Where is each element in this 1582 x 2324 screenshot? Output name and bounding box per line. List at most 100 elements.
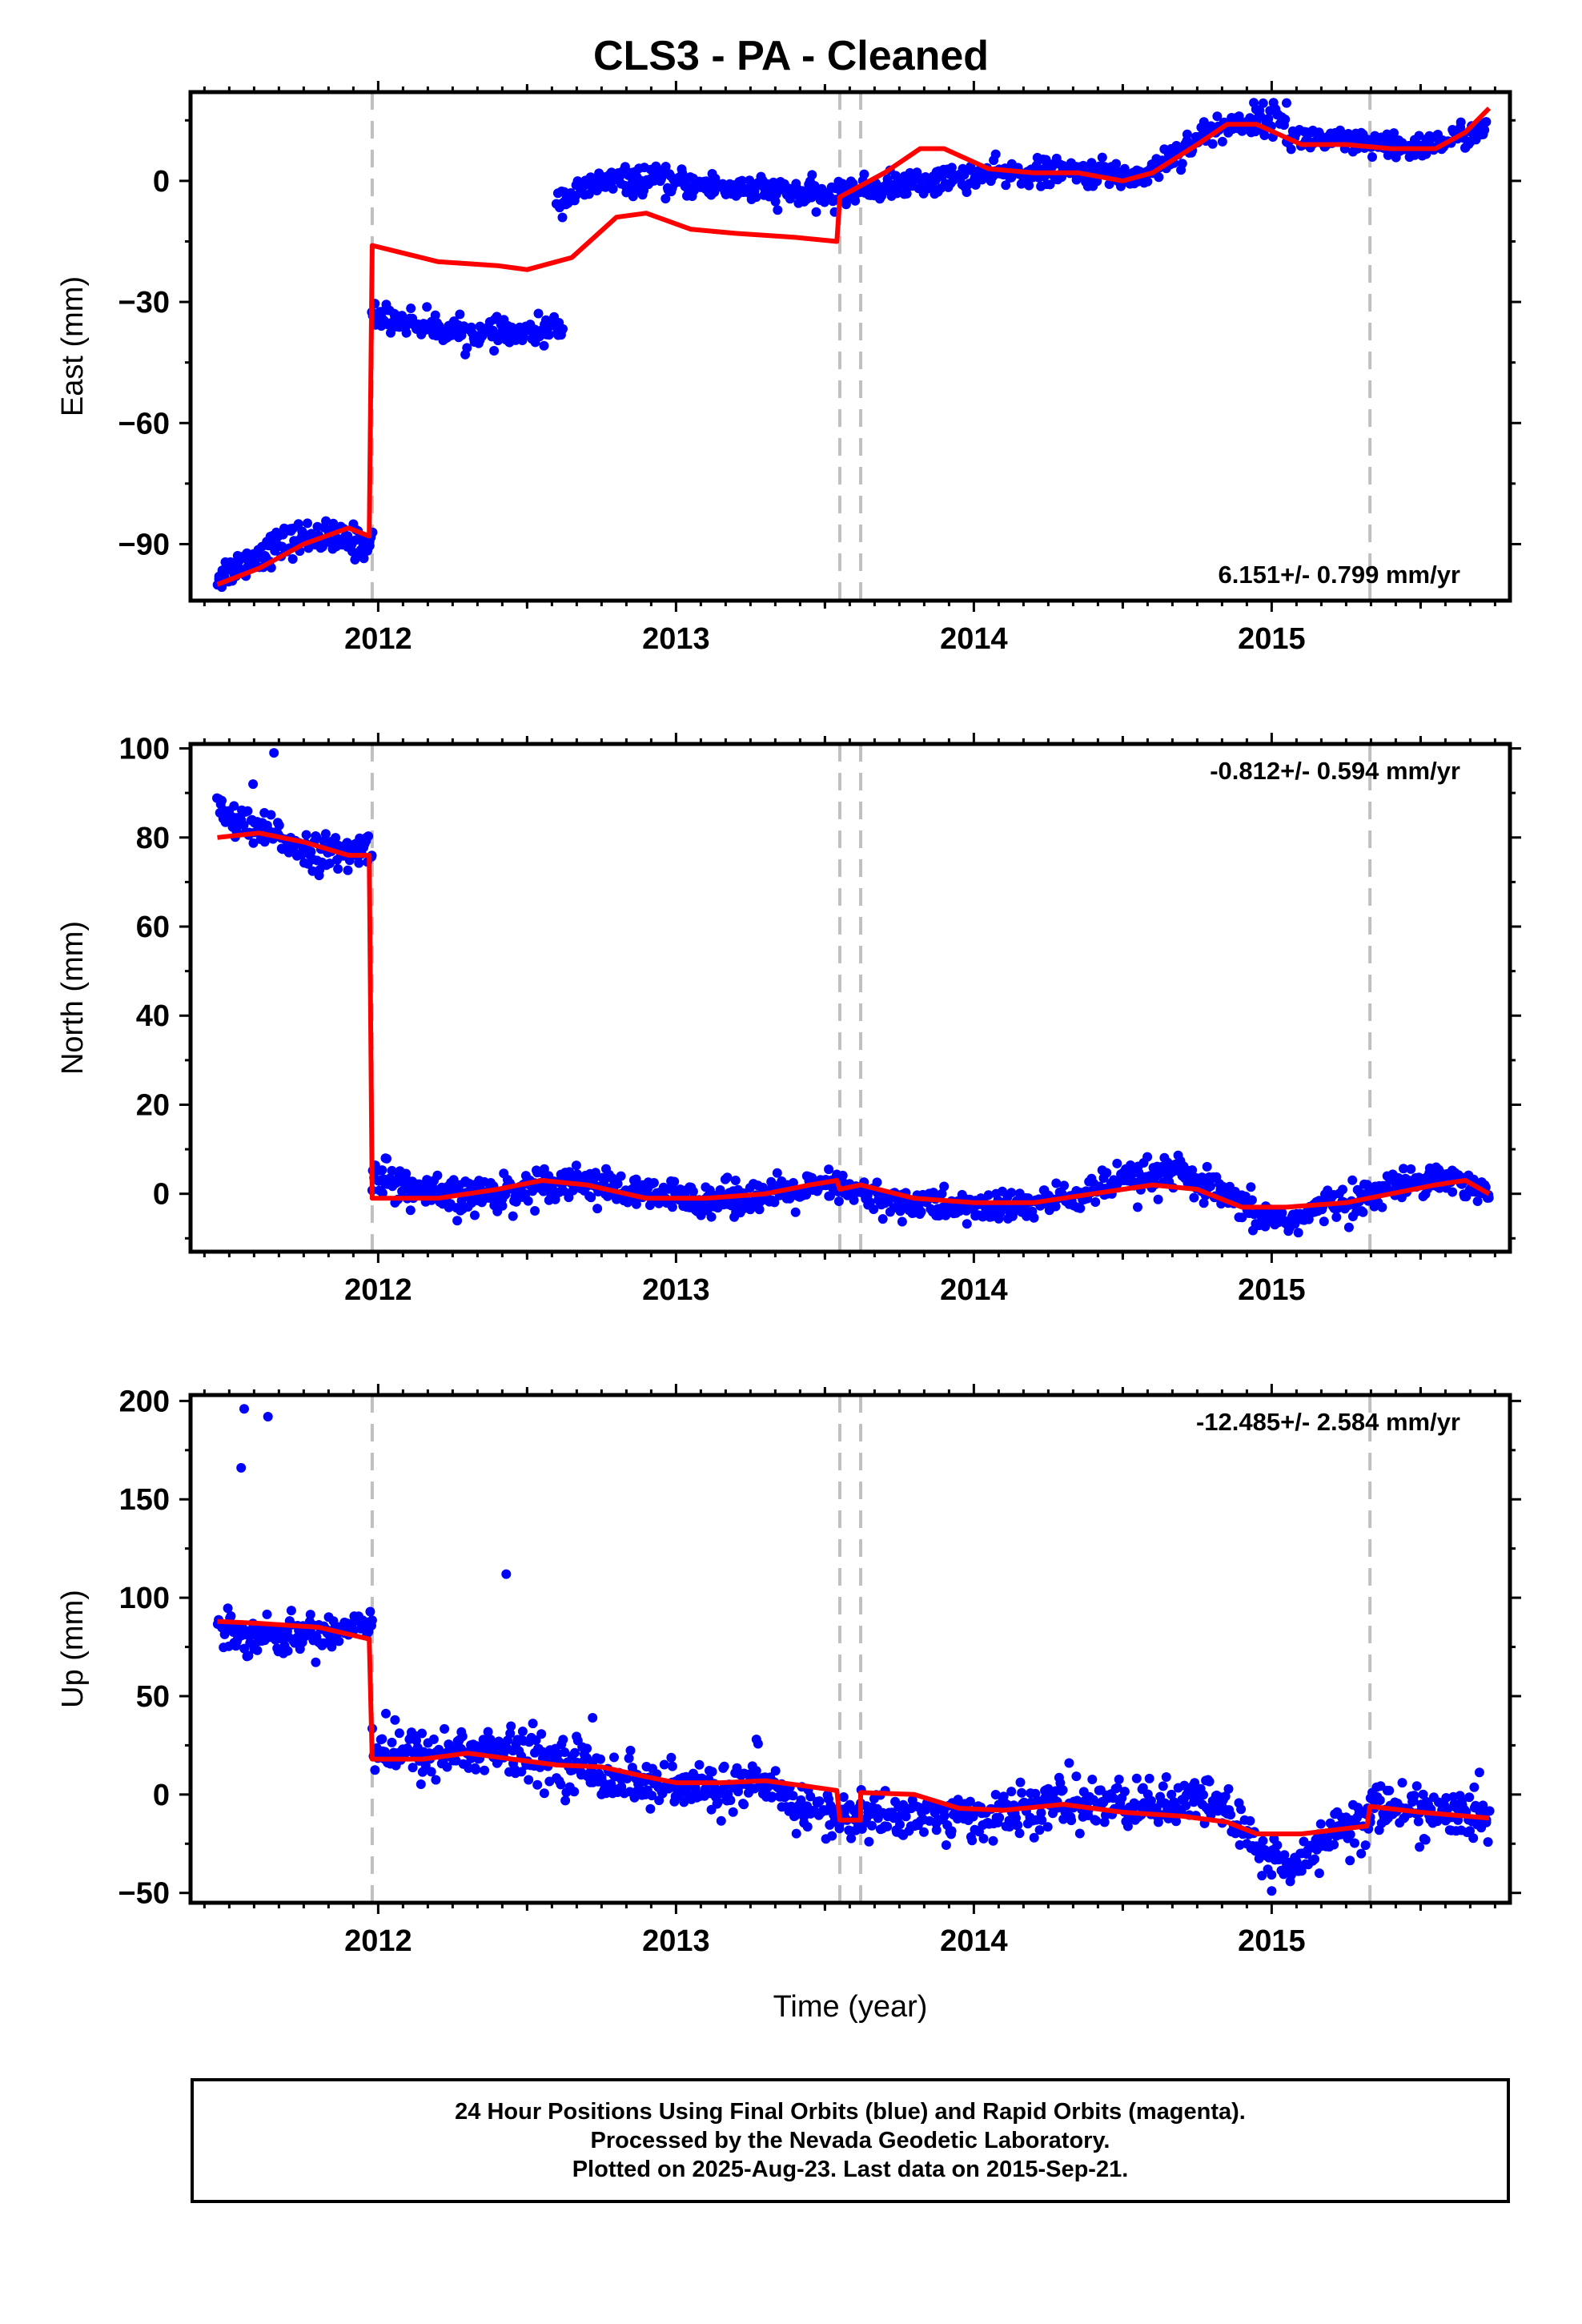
- up-data-point: [1153, 1817, 1163, 1827]
- up-data-point: [1279, 1850, 1290, 1860]
- up-data-point: [1091, 1815, 1102, 1826]
- up-data-point: [569, 1787, 580, 1797]
- up-data-point: [377, 1734, 387, 1744]
- east-data-point: [1234, 111, 1244, 122]
- east-data-point: [850, 195, 861, 206]
- up-data-point: [1245, 1815, 1255, 1826]
- up-data-point: [387, 1737, 397, 1747]
- north-data-point: [631, 1174, 641, 1184]
- up-data-point: [1119, 1787, 1130, 1797]
- up-data-point: [713, 1797, 723, 1807]
- east-data-point: [489, 346, 500, 356]
- north-panel: 2012 2013 2014 2015 100 80 60 40 20 0 North (mm) -0…: [56, 733, 1521, 1307]
- east-data-point: [293, 519, 303, 529]
- up-data-point: [679, 1797, 689, 1807]
- north-data-point: [239, 820, 249, 830]
- up-data-point: [1465, 1826, 1475, 1836]
- north-data-point: [1358, 1207, 1368, 1217]
- north-data-point: [937, 1188, 947, 1199]
- up-data-point: [1034, 1825, 1045, 1835]
- north-data-point: [1112, 1158, 1122, 1168]
- up-data-point: [1484, 1806, 1495, 1816]
- up-data-point: [1464, 1792, 1475, 1803]
- north-data-point: [283, 847, 294, 858]
- up-data-point: [1066, 1815, 1077, 1826]
- up-data-point: [939, 1811, 950, 1821]
- up-data-point: [305, 1610, 315, 1620]
- north-data-point: [1075, 1203, 1086, 1213]
- up-data-point: [370, 1765, 380, 1775]
- north-rate-label: -0.812+/- 0.594 mm/yr: [1210, 757, 1460, 785]
- north-data-point: [592, 1204, 603, 1214]
- up-data-point: [1356, 1848, 1367, 1859]
- up-data-point: [1144, 1773, 1154, 1783]
- up-data-point: [1226, 1810, 1236, 1820]
- east-data-point: [901, 188, 912, 199]
- north-outlier-point: [269, 748, 279, 758]
- up-data-point: [622, 1773, 632, 1783]
- up-y-tick-label: −50: [118, 1877, 170, 1911]
- east-data-point: [303, 518, 312, 529]
- up-data-point: [1468, 1833, 1479, 1844]
- up-data-point: [417, 1728, 427, 1739]
- up-data-point: [505, 1728, 516, 1739]
- east-y-tick-label: 0: [153, 165, 170, 199]
- up-outlier-point: [263, 1412, 273, 1421]
- north-data-point: [344, 855, 355, 866]
- north-data-point: [1331, 1212, 1342, 1222]
- north-data-point: [397, 1186, 408, 1196]
- up-data-point: [1474, 1767, 1484, 1778]
- north-x-tick-label: 2013: [642, 1273, 710, 1307]
- north-data-point: [667, 1202, 677, 1212]
- north-data-point: [1377, 1202, 1387, 1212]
- east-data-point: [1024, 180, 1034, 191]
- up-data-point: [556, 1779, 566, 1790]
- east-data-point: [544, 330, 554, 340]
- up-data-point: [895, 1819, 905, 1830]
- up-data-point: [827, 1831, 837, 1841]
- up-data-point: [390, 1715, 400, 1725]
- up-data-point: [1122, 1821, 1133, 1831]
- north-data-point: [631, 1199, 641, 1209]
- east-data-point: [422, 302, 432, 312]
- up-data-point: [988, 1835, 998, 1846]
- up-data-point: [223, 1603, 233, 1614]
- up-data-point: [524, 1775, 534, 1785]
- footer-line-1: 24 Hour Positions Using Final Orbits (bl…: [455, 2099, 1246, 2125]
- north-data-point: [1006, 1188, 1017, 1198]
- east-data-point: [462, 343, 472, 353]
- north-data-point: [248, 838, 259, 848]
- up-data-point: [867, 1820, 877, 1831]
- up-data-point: [690, 1783, 701, 1793]
- up-data-point: [480, 1765, 490, 1775]
- east-data-point: [661, 162, 671, 171]
- north-data-point: [1206, 1181, 1215, 1192]
- north-data-point: [377, 1188, 387, 1198]
- up-data-point: [1411, 1781, 1422, 1791]
- east-data-point: [745, 175, 755, 186]
- east-data-point: [608, 183, 618, 194]
- north-data-point: [1029, 1212, 1039, 1223]
- north-data-point: [571, 1160, 581, 1171]
- east-data-point: [1286, 144, 1296, 155]
- up-data-point: [1441, 1793, 1452, 1803]
- north-data-point: [333, 864, 343, 874]
- north-data-point: [266, 810, 276, 820]
- north-data-point: [564, 1167, 575, 1177]
- north-data-point: [790, 1207, 801, 1217]
- up-data-point: [919, 1827, 929, 1837]
- up-data-point: [796, 1795, 806, 1805]
- east-data-point: [1111, 159, 1122, 169]
- east-x-tick-label: 2014: [940, 622, 1008, 656]
- up-data-point: [838, 1792, 849, 1802]
- north-data-point: [354, 858, 364, 868]
- north-data-point: [1319, 1216, 1329, 1227]
- up-data-point: [666, 1752, 677, 1763]
- up-data-point: [1272, 1840, 1283, 1851]
- east-rate-label: 6.151+/- 0.799 mm/yr: [1219, 561, 1460, 589]
- up-y-axis-label: Up (mm): [56, 1590, 90, 1708]
- up-data-point: [1199, 1790, 1208, 1800]
- east-data-point: [1414, 131, 1424, 141]
- up-data-point: [1236, 1804, 1247, 1815]
- up-data-point: [1014, 1828, 1025, 1839]
